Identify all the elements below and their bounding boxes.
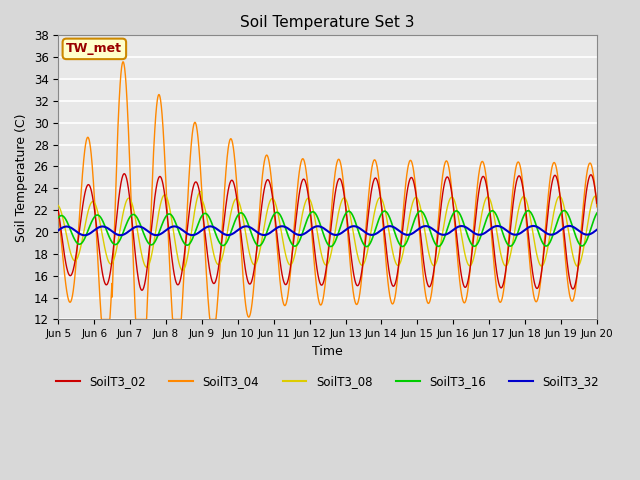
- Text: TW_met: TW_met: [67, 42, 122, 55]
- Legend: SoilT3_02, SoilT3_04, SoilT3_08, SoilT3_16, SoilT3_32: SoilT3_02, SoilT3_04, SoilT3_08, SoilT3_…: [51, 371, 604, 393]
- Y-axis label: Soil Temperature (C): Soil Temperature (C): [15, 113, 28, 241]
- Title: Soil Temperature Set 3: Soil Temperature Set 3: [240, 15, 415, 30]
- X-axis label: Time: Time: [312, 345, 343, 358]
